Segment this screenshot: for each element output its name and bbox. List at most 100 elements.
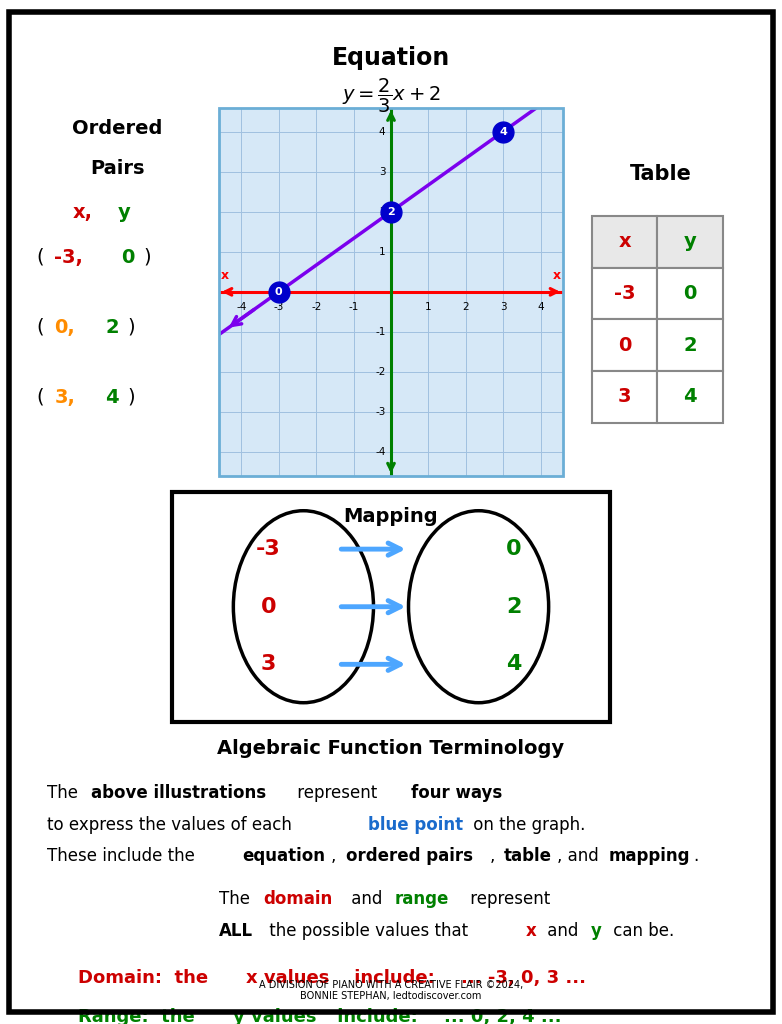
Text: ,: ,: [331, 847, 342, 865]
Text: (: (: [36, 317, 44, 337]
Text: 3: 3: [378, 167, 386, 176]
Text: 2: 2: [683, 336, 697, 354]
Text: -4: -4: [236, 302, 246, 312]
Text: and: and: [542, 922, 583, 940]
Text: to express the values of each: to express the values of each: [47, 815, 297, 834]
Text: x: x: [526, 922, 536, 940]
Text: mapping: mapping: [608, 847, 690, 865]
Bar: [658, 267, 723, 319]
Text: -4: -4: [375, 447, 386, 457]
Ellipse shape: [408, 511, 549, 702]
Text: 0,: 0,: [54, 317, 75, 337]
Text: blue point: blue point: [368, 815, 463, 834]
Text: -3: -3: [274, 302, 284, 312]
Text: represent: represent: [465, 890, 551, 908]
Text: ): ): [127, 388, 135, 407]
Text: equation: equation: [242, 847, 325, 865]
Text: Mapping: Mapping: [343, 507, 439, 526]
Text: -1: -1: [349, 302, 359, 312]
Text: Domain:  the: Domain: the: [78, 970, 214, 987]
Text: x: x: [619, 232, 631, 251]
Bar: [592, 371, 658, 423]
Text: range: range: [394, 890, 449, 908]
Text: Pairs: Pairs: [90, 159, 145, 178]
Bar: [658, 319, 723, 371]
Text: 0: 0: [121, 248, 135, 266]
Text: -3: -3: [256, 539, 281, 559]
Text: represent: represent: [292, 783, 382, 802]
Text: the possible values that: the possible values that: [264, 922, 473, 940]
Text: 4: 4: [499, 127, 508, 136]
Text: four ways: four ways: [411, 783, 503, 802]
Text: can be.: can be.: [608, 922, 674, 940]
Text: -3: -3: [375, 408, 386, 417]
Text: and: and: [346, 890, 388, 908]
Text: -2: -2: [375, 367, 386, 377]
Text: (: (: [36, 248, 44, 266]
Text: y values: y values: [233, 1008, 317, 1024]
Text: 2: 2: [387, 207, 395, 217]
Text: 0: 0: [260, 597, 276, 616]
Text: ,: ,: [490, 847, 500, 865]
Text: 2: 2: [378, 207, 386, 217]
Text: ordered pairs: ordered pairs: [346, 847, 472, 865]
Text: 4: 4: [683, 387, 697, 407]
Text: 3: 3: [618, 387, 631, 407]
Text: 2: 2: [105, 317, 119, 337]
Text: table: table: [504, 847, 551, 865]
Text: 3: 3: [500, 302, 507, 312]
Text: 4: 4: [506, 654, 522, 675]
Text: ... 0, 2, 4 ...: ... 0, 2, 4 ...: [444, 1008, 561, 1024]
Bar: [592, 267, 658, 319]
Text: 4: 4: [105, 388, 119, 407]
Text: y: y: [117, 204, 130, 222]
Text: $y = \dfrac{2}{3}x + 2$: $y = \dfrac{2}{3}x + 2$: [342, 77, 440, 115]
Text: 1: 1: [425, 302, 432, 312]
Text: , and: , and: [557, 847, 604, 865]
Text: The: The: [47, 783, 83, 802]
Text: 0: 0: [683, 284, 697, 303]
Text: .: .: [693, 847, 698, 865]
Bar: [658, 216, 723, 267]
Text: (: (: [36, 388, 44, 407]
Text: x values: x values: [246, 970, 330, 987]
Text: 4: 4: [537, 302, 544, 312]
Text: y: y: [683, 232, 697, 251]
Text: above illustrations: above illustrations: [91, 783, 267, 802]
Text: 0: 0: [618, 336, 631, 354]
Text: Ordered: Ordered: [72, 119, 163, 137]
Text: ): ): [127, 317, 135, 337]
Text: ): ): [144, 248, 152, 266]
Text: These include the: These include the: [47, 847, 200, 865]
Text: ... -3, 0, 3 ...: ... -3, 0, 3 ...: [461, 970, 586, 987]
Text: 3,: 3,: [54, 388, 75, 407]
Text: x: x: [553, 269, 561, 282]
Text: 2: 2: [462, 302, 469, 312]
Text: Equation: Equation: [332, 46, 450, 70]
Text: Table: Table: [630, 165, 692, 184]
Text: -1: -1: [375, 327, 386, 337]
Bar: [592, 216, 658, 267]
Ellipse shape: [233, 511, 374, 702]
Text: 2: 2: [506, 597, 522, 616]
Text: Algebraic Function Terminology: Algebraic Function Terminology: [217, 739, 565, 759]
Text: 0: 0: [275, 287, 282, 297]
Bar: [592, 319, 658, 371]
Text: x,: x,: [73, 204, 92, 222]
Bar: [658, 371, 723, 423]
Text: include:: include:: [331, 1008, 430, 1024]
Text: ALL: ALL: [219, 922, 253, 940]
Text: y: y: [591, 922, 602, 940]
Text: The: The: [219, 890, 255, 908]
Text: domain: domain: [264, 890, 333, 908]
Text: x: x: [221, 269, 229, 282]
Text: 3: 3: [260, 654, 276, 675]
Text: Range:  the: Range: the: [78, 1008, 201, 1024]
Text: include:: include:: [348, 970, 447, 987]
Text: 0: 0: [506, 539, 522, 559]
Text: -3: -3: [614, 284, 636, 303]
FancyBboxPatch shape: [172, 492, 610, 722]
Text: -3,: -3,: [54, 248, 83, 266]
Text: -2: -2: [311, 302, 321, 312]
Text: 1: 1: [378, 247, 386, 257]
